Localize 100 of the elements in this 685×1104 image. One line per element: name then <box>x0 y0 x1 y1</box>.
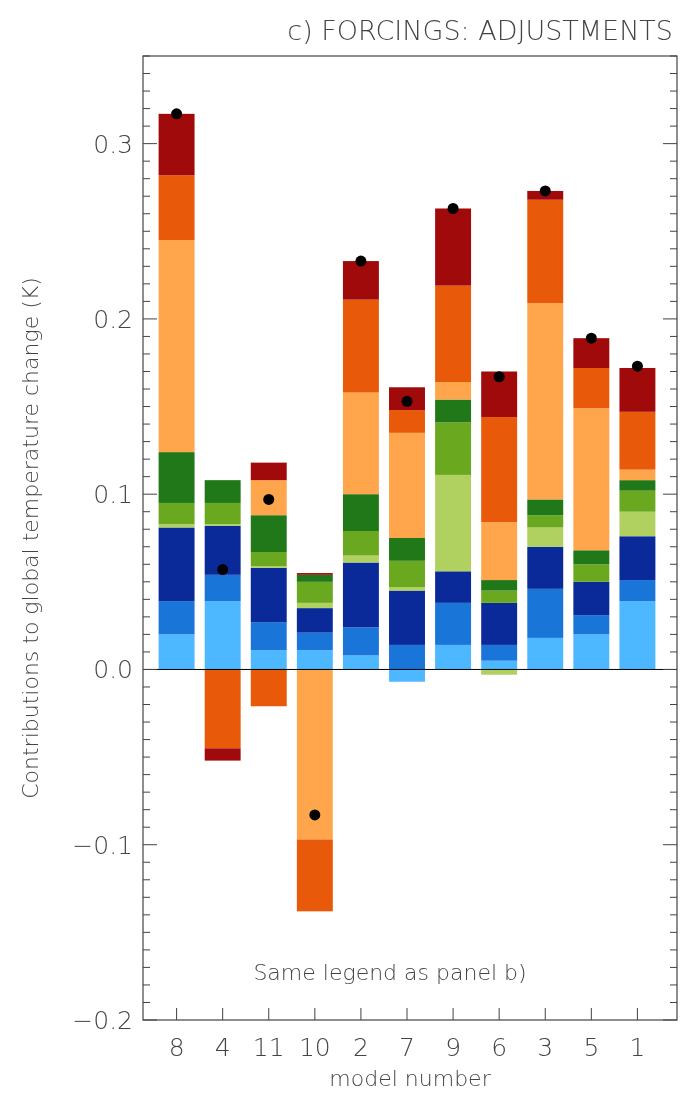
y-tick-label: −0.1 <box>72 830 133 860</box>
bar <box>619 469 656 481</box>
bar <box>342 627 379 656</box>
bar <box>158 527 195 602</box>
bar <box>435 285 472 383</box>
bar <box>342 392 379 495</box>
x-tick-label: 7 <box>399 1033 415 1062</box>
bar <box>435 571 472 603</box>
bar <box>527 515 564 528</box>
bar <box>296 574 333 582</box>
bar <box>389 410 425 433</box>
bar <box>250 515 287 553</box>
y-tick-label: 0.3 <box>93 129 133 159</box>
bar <box>573 634 610 670</box>
bar <box>204 525 241 575</box>
bar <box>389 560 425 588</box>
bar <box>250 462 287 481</box>
bar <box>296 650 333 670</box>
bar <box>573 564 610 582</box>
bar <box>250 622 287 651</box>
bar <box>527 588 564 638</box>
x-tick-label: 10 <box>298 1033 331 1062</box>
bar <box>573 550 610 565</box>
bar <box>389 538 425 561</box>
bar <box>573 615 610 635</box>
x-tick-label: 3 <box>537 1033 554 1062</box>
bar <box>158 502 195 524</box>
x-tick-label: 8 <box>168 1033 185 1062</box>
bar <box>573 338 610 368</box>
bar <box>158 634 195 670</box>
bar <box>204 502 241 524</box>
bar <box>481 371 518 418</box>
point <box>171 108 183 120</box>
bar <box>481 590 518 603</box>
point <box>447 202 459 214</box>
bar <box>481 660 518 670</box>
y-axis-title: Contributions to global temperature change (K) <box>18 277 43 799</box>
y-tick-label: 0.1 <box>93 480 133 510</box>
bar <box>158 113 195 176</box>
point <box>539 185 551 197</box>
bar <box>250 669 287 707</box>
bar <box>342 530 379 556</box>
bar <box>296 602 333 609</box>
bar <box>527 637 564 670</box>
y-tick-label: 0.0 <box>93 655 133 685</box>
bar <box>435 644 472 670</box>
bar <box>250 567 287 623</box>
bar <box>481 669 518 675</box>
bar <box>435 382 472 400</box>
bar <box>158 240 195 453</box>
bar <box>435 422 472 475</box>
bar <box>619 367 656 412</box>
bar <box>204 574 241 602</box>
bar <box>204 601 241 670</box>
bar <box>435 208 472 286</box>
point <box>493 371 505 383</box>
bar <box>296 632 333 651</box>
point <box>631 360 643 372</box>
bar <box>527 546 564 589</box>
y-tick-label: −0.2 <box>72 1006 133 1035</box>
bar <box>435 474 472 572</box>
bar <box>619 580 656 602</box>
annotation: Same legend as panel b) <box>253 960 527 985</box>
bar <box>296 839 333 912</box>
x-tick-label: 9 <box>445 1033 462 1062</box>
bar <box>389 590 425 645</box>
bar <box>342 494 379 531</box>
bar <box>250 552 287 567</box>
bar <box>573 367 610 409</box>
bar <box>619 480 656 491</box>
bar <box>573 408 610 551</box>
point <box>355 255 367 267</box>
point <box>585 332 597 344</box>
bar <box>527 199 564 304</box>
bar <box>435 602 472 645</box>
bar <box>342 261 379 300</box>
y-tick-label: 0.2 <box>93 304 133 334</box>
bar <box>619 601 656 670</box>
point <box>217 564 229 576</box>
point <box>309 809 321 821</box>
bar <box>389 669 425 682</box>
bar <box>296 669 333 840</box>
x-tick-label: 1 <box>629 1033 646 1062</box>
bar <box>158 175 195 241</box>
bar <box>481 522 518 581</box>
chart-title: c) FORCINGS: ADJUSTMENTS <box>287 15 673 46</box>
x-axis-title: model number <box>329 1066 492 1091</box>
x-tick-label: 4 <box>214 1033 231 1062</box>
bar <box>527 527 564 547</box>
x-tick-label: 2 <box>352 1033 369 1062</box>
bar <box>527 499 564 516</box>
bar <box>619 490 656 512</box>
bar <box>481 417 518 523</box>
bar <box>342 555 379 563</box>
bar <box>389 587 425 591</box>
bar <box>342 299 379 393</box>
bar <box>481 602 518 645</box>
bar <box>342 562 379 628</box>
bar <box>435 399 472 423</box>
bar <box>250 650 287 670</box>
